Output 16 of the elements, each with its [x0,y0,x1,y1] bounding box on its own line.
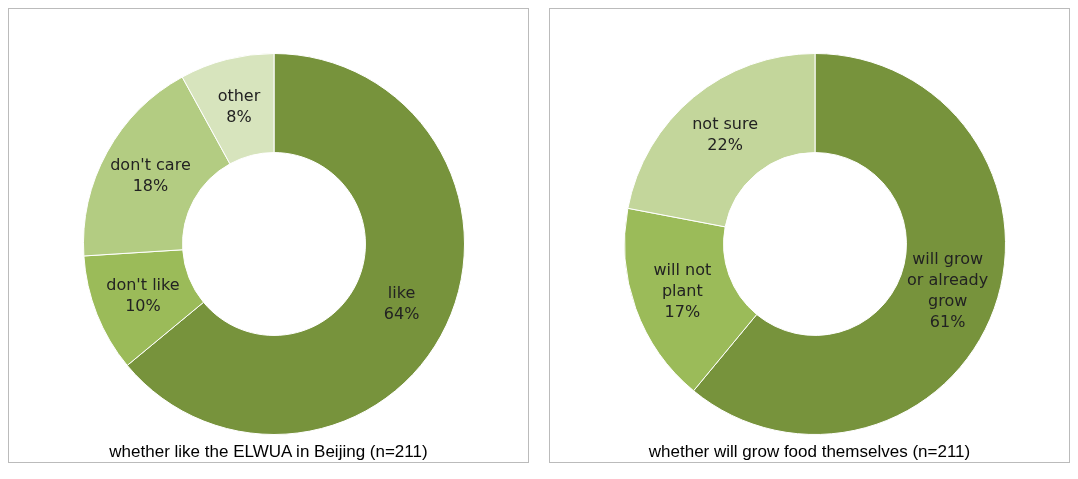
slice-label: will not plant [653,259,712,300]
slice-label: other [217,86,261,106]
data-label: 61% [929,312,966,332]
text: whether will grow food themselves (n=211) [647,442,972,462]
slice-label: don't like [106,274,180,294]
slice-label: like [387,282,416,302]
data-label: 10% [125,295,161,315]
data-label: 8% [226,107,252,127]
slice-label: not sure [692,114,759,134]
text: whether like the ELWUA in Beijing (n=211) [108,442,429,462]
data-label: 18% [132,175,169,195]
slice-label: don't care [110,154,191,174]
data-label: 17% [664,301,701,321]
slice-label: will grow or already grow [907,249,989,311]
data-label: 22% [707,135,743,155]
data-label: 64% [383,303,420,323]
